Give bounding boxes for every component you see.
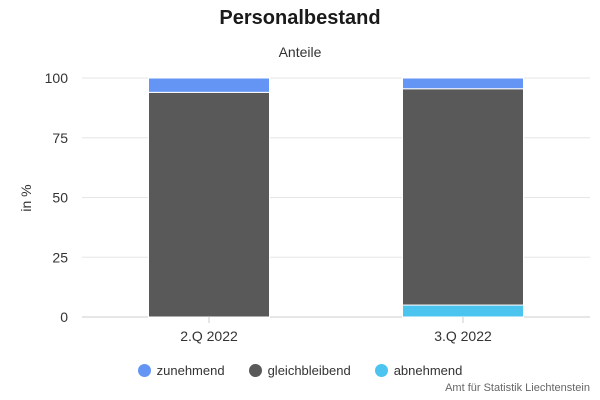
legend-label: gleichbleibend [267,363,351,378]
bar-segment-abnehmend [402,304,524,318]
bar-segment-zunehmend [402,77,524,90]
legend-label: zunehmend [156,363,225,378]
legend-item-gleichbleibend[interactable]: gleichbleibend [248,363,351,378]
legend-item-abnehmend[interactable]: abnehmend [374,363,463,378]
chart-title: Personalbestand [219,7,381,29]
legend-swatch [248,364,262,377]
bar-segment-gleichbleibend [148,91,270,318]
x-tick-label: 3.Q 2022 [434,328,492,344]
bar-segment-zunehmend [148,77,270,93]
legend-item-zunehmend[interactable]: zunehmend [137,363,225,378]
y-tick-label: 25 [52,249,68,265]
y-tick-label: 50 [52,190,68,206]
legend-swatch [137,364,151,377]
y-tick-label: 0 [60,309,68,325]
x-tick-label: 2.Q 2022 [180,328,238,344]
chart-legend: zunehmend gleichbleibend abnehmend [0,363,600,378]
y-tick-label: 75 [52,130,68,146]
legend-label: abnehmend [393,363,463,378]
source-credit: Amt für Statistik Liechtenstein [445,382,590,394]
chart-subtitle: Anteile [278,44,322,60]
legend-swatch [374,364,388,377]
bar-segment-gleichbleibend [402,88,524,306]
y-tick-label: 100 [45,70,69,86]
